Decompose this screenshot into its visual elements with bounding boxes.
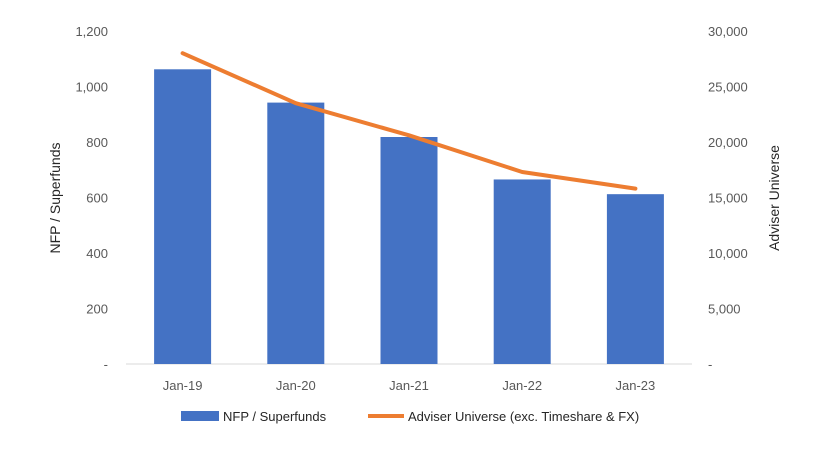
y2-tick-label: 10,000 xyxy=(708,246,748,261)
y-tick-label: 1,200 xyxy=(75,24,108,39)
legend-label-line: Adviser Universe (exc. Timeshare & FX) xyxy=(408,409,639,424)
y2-tick-label: 20,000 xyxy=(708,135,748,150)
legend-swatch-bar xyxy=(181,411,219,421)
legend: NFP / Superfunds Adviser Universe (exc. … xyxy=(181,409,639,424)
y2-tick-label: 15,000 xyxy=(708,191,748,206)
y-tick-label: 800 xyxy=(86,135,108,150)
right-axis-ticks: - 5,000 10,000 15,000 20,000 25,000 30,000 xyxy=(708,24,748,372)
y-tick-label: 200 xyxy=(86,302,108,317)
line-series xyxy=(180,51,638,191)
y2-tick-label: - xyxy=(708,357,712,372)
y2-tick-label: 5,000 xyxy=(708,302,741,317)
bar-series xyxy=(154,69,664,365)
bar xyxy=(154,69,212,365)
y-tick-label: - xyxy=(104,357,108,372)
bar xyxy=(380,137,438,364)
y2-axis-title: Adviser Universe xyxy=(766,145,782,251)
x-axis-ticks: Jan-19 Jan-20 Jan-21 Jan-22 Jan-23 xyxy=(163,378,656,393)
bar xyxy=(606,194,664,364)
x-tick-label: Jan-19 xyxy=(163,378,203,393)
y-tick-label: 1,000 xyxy=(75,80,108,95)
y-axis-title: NFP / Superfunds xyxy=(47,142,63,253)
x-tick-label: Jan-23 xyxy=(616,378,656,393)
x-tick-label: Jan-22 xyxy=(502,378,542,393)
x-tick-label: Jan-20 xyxy=(276,378,316,393)
x-tick-label: Jan-21 xyxy=(389,378,429,393)
y-tick-label: 600 xyxy=(86,191,108,206)
y2-tick-label: 30,000 xyxy=(708,24,748,39)
legend-label-bar: NFP / Superfunds xyxy=(223,409,327,424)
y-tick-label: 400 xyxy=(86,246,108,261)
y2-tick-label: 25,000 xyxy=(708,80,748,95)
series-line xyxy=(180,51,638,191)
bar xyxy=(493,179,551,364)
bar xyxy=(267,102,325,364)
left-axis-ticks: - 200 400 600 800 1,000 1,200 xyxy=(75,24,108,372)
